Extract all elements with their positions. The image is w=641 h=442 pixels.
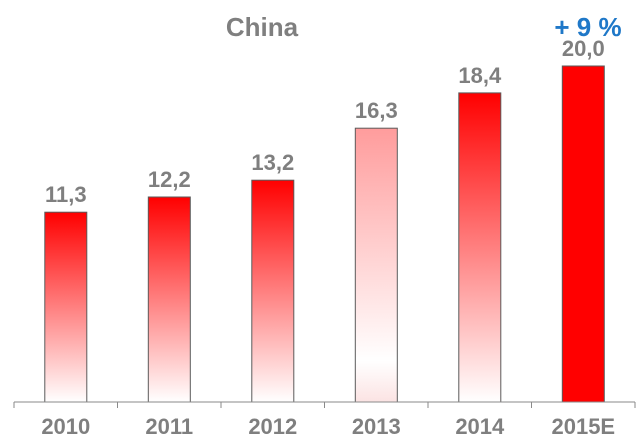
x-tick-label-2011: 2011 — [145, 414, 193, 439]
bar-2012 — [251, 179, 295, 403]
value-label-2011: 12,2 — [148, 167, 191, 192]
bar-2010 — [44, 211, 88, 403]
chart-title: China — [226, 12, 299, 42]
x-tick-label-2014: 2014 — [455, 414, 505, 439]
bar-2015E — [561, 65, 605, 403]
value-label-2012: 13,2 — [251, 150, 294, 175]
bar-2014 — [458, 92, 502, 403]
value-label-2015E: 20,0 — [562, 36, 605, 61]
value-label-2010: 11,3 — [45, 182, 87, 207]
value-label-2014: 18,4 — [458, 63, 502, 88]
x-tick-label-2013: 2013 — [352, 414, 401, 439]
x-tick-label-2012: 2012 — [248, 414, 297, 439]
x-tick-label-2015E: 2015E — [551, 414, 615, 439]
bar-2013 — [354, 127, 398, 403]
growth-annotation: + 9 % — [554, 12, 621, 42]
value-label-2013: 16,3 — [355, 98, 398, 123]
x-tick-label-2010: 2010 — [41, 414, 90, 439]
bar-2011 — [147, 196, 191, 403]
bars-group: 11,3 12,2 13,2 16,3 18,4 20,0 — [44, 36, 605, 403]
x-axis-ticks: 2010 2011 2012 2013 2014 2015E — [13, 402, 636, 439]
